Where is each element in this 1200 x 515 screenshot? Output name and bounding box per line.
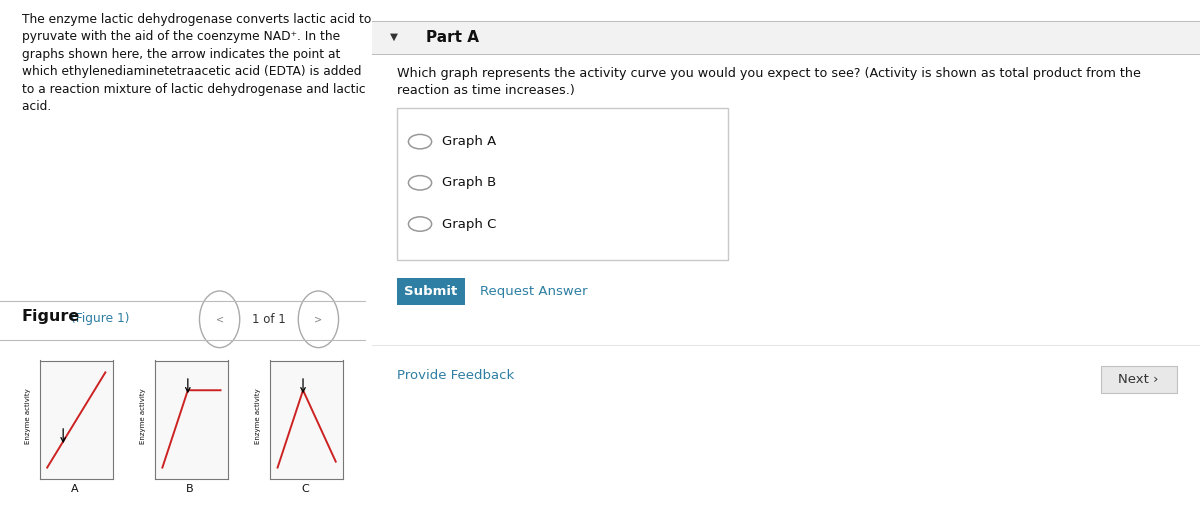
Text: <: < — [216, 314, 223, 324]
Bar — [397, 108, 728, 260]
Bar — [372, 21, 1200, 54]
Text: Graph A: Graph A — [443, 135, 497, 148]
Text: Part A: Part A — [426, 29, 479, 45]
Text: The enzyme lactic dehydrogenase converts lactic acid to
pyruvate with the aid of: The enzyme lactic dehydrogenase converts… — [22, 13, 371, 113]
Bar — [1100, 366, 1177, 393]
Text: Enzyme activity: Enzyme activity — [140, 388, 146, 444]
Text: A: A — [71, 484, 78, 494]
Text: Which graph represents the activity curve you would you expect to see? (Activity: Which graph represents the activity curv… — [397, 67, 1141, 97]
Text: Request Answer: Request Answer — [480, 285, 587, 298]
Text: Figure: Figure — [22, 309, 80, 324]
Text: Graph B: Graph B — [443, 176, 497, 190]
Text: B: B — [186, 484, 193, 494]
Text: Provide Feedback: Provide Feedback — [397, 369, 514, 383]
Text: C: C — [301, 484, 310, 494]
Text: Enzyme activity: Enzyme activity — [25, 388, 31, 444]
Text: >: > — [314, 314, 323, 324]
Text: (Figure 1): (Figure 1) — [71, 312, 130, 324]
Text: ▼: ▼ — [390, 32, 398, 42]
Bar — [397, 278, 464, 305]
Text: 1 of 1: 1 of 1 — [252, 313, 286, 326]
Text: Enzyme activity: Enzyme activity — [256, 388, 262, 444]
Text: Next ›: Next › — [1118, 373, 1159, 386]
Text: Graph C: Graph C — [443, 217, 497, 231]
Text: Submit: Submit — [404, 285, 457, 298]
